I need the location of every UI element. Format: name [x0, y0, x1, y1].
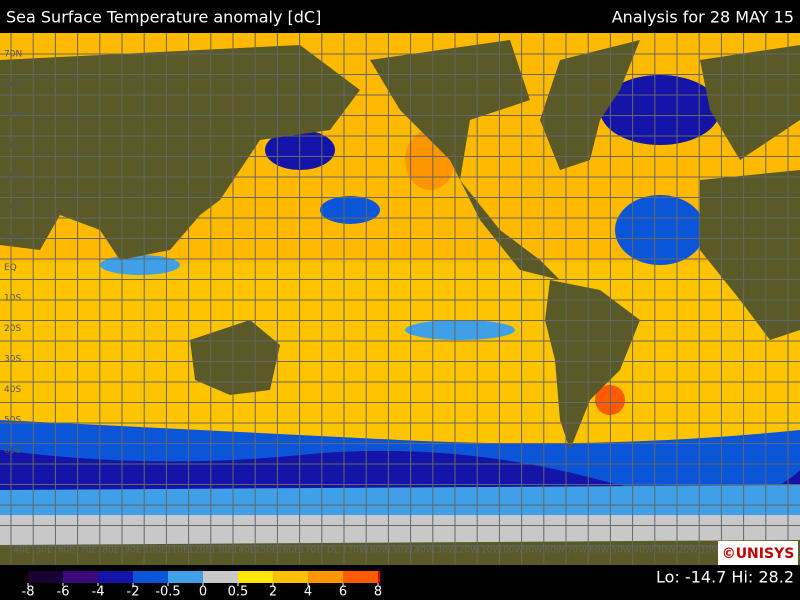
lon-label: 130W [431, 546, 457, 556]
lon-label: 170E [299, 546, 322, 556]
south-america [545, 280, 640, 450]
colorbar-segment [343, 571, 378, 583]
lon-label: 160E [277, 546, 300, 556]
colorbar: -8 -6 -4 -2 -0.5 0 0.5 2 4 6 8 [22, 571, 382, 600]
lon-label: 90W [522, 546, 542, 556]
colorbar-segment [98, 571, 133, 583]
lon-labels: 40E 50E 60E 70E 80E 90E 100E 110E 120E 130E 140E 15… [13, 546, 720, 556]
lat-label: 30S [4, 355, 21, 365]
colorbar-label: -0.5 [155, 585, 180, 600]
europe [700, 45, 800, 160]
colorbar-segment [28, 571, 63, 583]
lon-label: 30W [656, 546, 676, 556]
lon-label: 120W [453, 546, 479, 556]
lon-label: 90E [124, 546, 141, 556]
land [0, 40, 800, 565]
lon-label: 10W [700, 546, 720, 556]
cold-band [0, 450, 800, 498]
map: 70N 60N 50N 40N 30N 20N 10N EQ 10S 20S 30S 40S 50S 60… [0, 33, 800, 565]
lon-label: 170W [342, 546, 368, 556]
colorbar-label: -8 [22, 585, 35, 600]
lon-label: 50W [611, 546, 631, 556]
colorbar-label: 2 [269, 585, 277, 600]
cool-patch [600, 75, 720, 145]
lat-label: 50S [4, 416, 21, 426]
lon-label: 110E [166, 546, 189, 556]
colorbar-segment [133, 571, 168, 583]
colorbar-label: -4 [92, 585, 105, 600]
credit: ©UNISYS [722, 546, 795, 562]
lon-label: 50E [36, 546, 53, 556]
cool-patch [405, 320, 515, 340]
lon-label: 80W [545, 546, 565, 556]
colorbar-segment [238, 571, 273, 583]
lon-label: 140W [409, 546, 435, 556]
lat-label: 50N [4, 111, 22, 121]
lat-label: 20S [4, 324, 21, 334]
colorbar-label: 0 [199, 585, 207, 600]
lon-label: 130E [210, 546, 233, 556]
lon-label: 20W [678, 546, 698, 556]
lat-label: 10N [4, 233, 22, 243]
cool-patch [615, 195, 705, 265]
lon-label: 150W [386, 546, 412, 556]
lon-label: 60W [589, 546, 609, 556]
lon-label: 80E [102, 546, 119, 556]
grid [0, 33, 800, 565]
lon-label: 100W [497, 546, 523, 556]
lat-label: 10S [4, 294, 21, 304]
lat-label: 30N [4, 172, 22, 182]
colorbar-segment [203, 571, 238, 583]
lat-label: 20N [4, 202, 22, 212]
lon-label: DL [327, 546, 339, 556]
colorbar-label: 0.5 [228, 585, 249, 600]
colorbar-label: 4 [304, 585, 312, 600]
lon-label: 70W [567, 546, 587, 556]
date: Analysis for 28 MAY 15 [612, 8, 794, 27]
range: Lo: -14.7 Hi: 28.2 [656, 568, 794, 587]
lon-label: 120E [188, 546, 211, 556]
lat-label: 40S [4, 385, 21, 395]
colorbar-label: 6 [339, 585, 347, 600]
lon-label: 40W [633, 546, 653, 556]
lat-labels: 70N 60N 50N 40N 30N 20N 10N EQ 10S 20S 30S 40S 50S 60… [4, 50, 22, 457]
lat-label: 60S [4, 446, 21, 456]
colorbar-segment [273, 571, 308, 583]
africa [700, 170, 800, 340]
colorbar-segment [378, 571, 380, 583]
greenland-canada [540, 40, 640, 170]
credit-box [718, 541, 798, 565]
lat-label: 70N [4, 50, 22, 60]
title: Sea Surface Temperature anomaly [dC] [6, 8, 321, 27]
lon-label: 160W [364, 546, 390, 556]
lat-label: 60N [4, 80, 22, 90]
cool-patch [100, 255, 180, 275]
colorbar-segment [63, 571, 98, 583]
lon-label: 100E [144, 546, 167, 556]
colorbar-label: 8 [374, 585, 382, 600]
colorbar-label: -6 [57, 585, 70, 600]
north-america [370, 40, 560, 280]
lat-label: 40N [4, 141, 22, 151]
lon-label: 140E [233, 546, 256, 556]
cool-band [0, 485, 800, 520]
lon-label: 60E [58, 546, 75, 556]
australia [190, 320, 280, 395]
colorbar-segment [308, 571, 343, 583]
colorbar-label: -2 [127, 585, 140, 600]
colorbar-segment [168, 571, 203, 583]
asia [0, 45, 360, 260]
lon-label: 150E [255, 546, 278, 556]
cool-patch [320, 196, 380, 224]
lon-label: 40E [13, 546, 30, 556]
lat-label: EQ [4, 263, 17, 273]
lon-label: 70E [80, 546, 97, 556]
lon-label: 110W [475, 546, 501, 556]
